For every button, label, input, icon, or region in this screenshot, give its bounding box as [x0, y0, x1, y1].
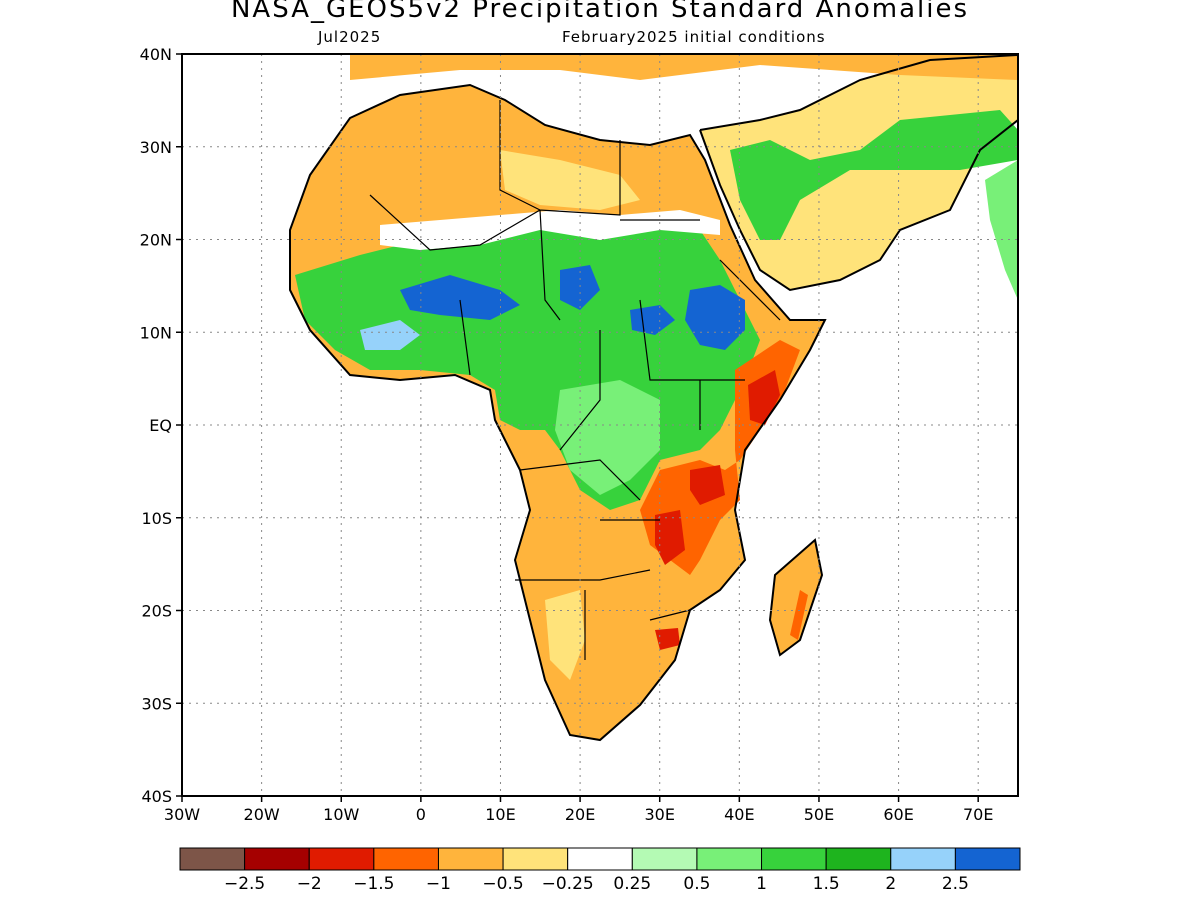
- colorbar-swatch: [502, 847, 569, 871]
- lon-tick-label: 20E: [565, 805, 595, 824]
- colorbar-label: 0.5: [683, 874, 710, 894]
- forecast-month: Jul2025: [318, 28, 382, 46]
- strong-wet-ethiopia: [685, 285, 745, 350]
- wet-anomaly-light: [555, 380, 660, 495]
- lon-tick-label: 60E: [883, 805, 913, 824]
- colorbar-swatch: [244, 847, 310, 871]
- lat-tick-label: 40S: [141, 787, 172, 806]
- colorbar-swatch: [825, 847, 892, 871]
- lon-tick-label: 70E: [963, 805, 993, 824]
- colorbar-swatch: [179, 847, 246, 871]
- colorbar-label: 1: [756, 874, 767, 894]
- colorbar-swatch: [954, 847, 1021, 871]
- india-landmass: [985, 160, 1018, 300]
- lat-tick-label: 30S: [141, 694, 172, 713]
- initial-conditions-label: February2025 initial conditions: [562, 28, 826, 46]
- lon-tick-label: 40E: [724, 805, 754, 824]
- lat-tick-label: 20N: [140, 231, 172, 250]
- lat-tick-label: 10N: [140, 323, 172, 342]
- colorbar-swatch: [696, 847, 763, 871]
- lat-tick-label: 20S: [141, 602, 172, 621]
- colorbar-swatch: [373, 847, 439, 871]
- lon-tick-label: 30E: [644, 805, 674, 824]
- lon-tick-label: 30W: [164, 805, 200, 824]
- colorbar: −2.5 −2 −1.5 −1 −0.5 −0.25 0.25 0.5 1 1.5 2 2.5: [179, 847, 1021, 894]
- lat-tick-label: 10S: [141, 509, 172, 528]
- lat-tick-label: EQ: [149, 416, 172, 435]
- colorbar-swatch: [890, 847, 956, 871]
- map-gridlines: [182, 54, 1018, 796]
- moderate-wet-spot: [360, 320, 420, 350]
- colorbar-label: 2.5: [942, 874, 969, 894]
- strong-wet-chad: [560, 265, 600, 310]
- map-title: NASA_GEOS5v2 Precipitation Standard Anom…: [230, 0, 970, 24]
- colorbar-swatch: [308, 847, 375, 871]
- strong-dry-malawi: [655, 510, 685, 565]
- madagascar-coastline: [768, 538, 824, 657]
- colorbar-label: −2.5: [224, 874, 265, 894]
- colorbar-label: −0.25: [542, 874, 594, 894]
- madagascar-dry-strip: [790, 590, 808, 640]
- colorbar-swatch: [761, 847, 827, 871]
- lon-tick-label: 20W: [244, 805, 280, 824]
- lon-tick-label: 10W: [323, 805, 359, 824]
- colorbar-swatch: [437, 847, 504, 871]
- colorbar-label: −1.5: [353, 874, 394, 894]
- colorbar-label: −1: [426, 874, 451, 894]
- lon-tick-label: 0: [416, 805, 426, 824]
- strong-dry-tanzania: [690, 465, 725, 505]
- strong-wet-west-sahel: [400, 275, 520, 320]
- colorbar-label: −2: [297, 874, 322, 894]
- colorbar-label: 2: [885, 874, 896, 894]
- lat-tick-label: 40N: [140, 45, 172, 64]
- dry-south-africa-spot: [655, 628, 680, 650]
- lon-tick-label: 10E: [485, 805, 515, 824]
- strong-dry-kenya: [748, 370, 780, 425]
- colorbar-label: 0.25: [613, 874, 651, 894]
- colorbar-swatch: [567, 847, 633, 871]
- lat-tick-label: 30N: [140, 138, 172, 157]
- lon-tick-label: 50E: [804, 805, 834, 824]
- arabia-wet-region: [730, 110, 1018, 240]
- europe-strip: [350, 54, 1018, 80]
- colorbar-label: 1.5: [813, 874, 840, 894]
- colorbar-label: −0.5: [482, 874, 523, 894]
- map-plot-area: [289, 54, 1018, 742]
- colorbar-swatch: [631, 847, 698, 871]
- southern-africa-yellow: [545, 590, 585, 680]
- country-borders: [369, 100, 781, 660]
- sahara-moderate-dry: [500, 150, 640, 210]
- arabia-coastline: [699, 54, 1018, 292]
